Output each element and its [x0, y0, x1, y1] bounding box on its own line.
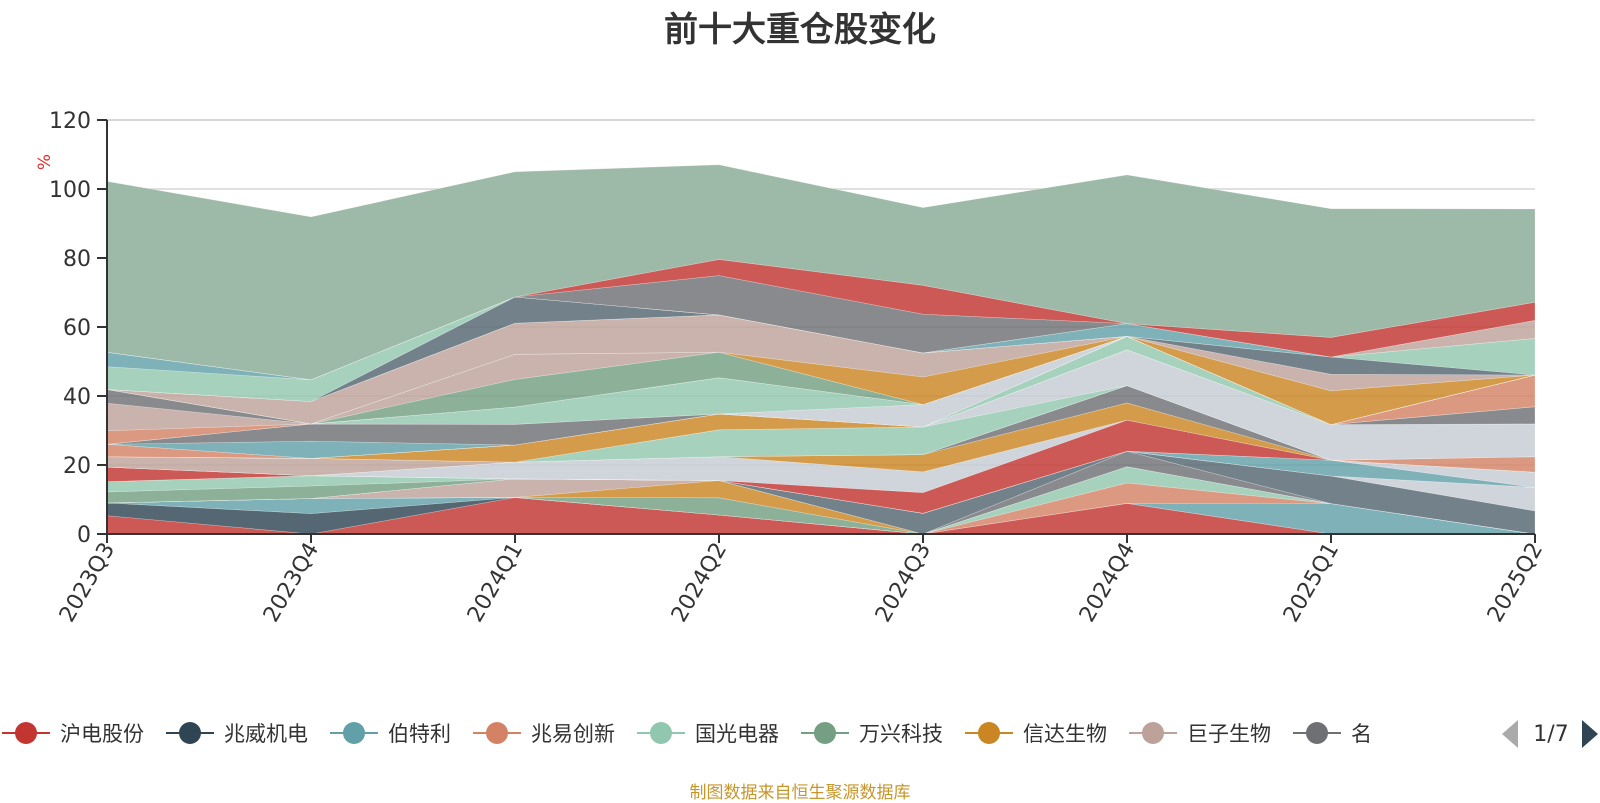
legend-prev-page-icon[interactable]	[1502, 720, 1518, 748]
y-tick-label: 60	[63, 316, 91, 341]
series-area-45	[106, 259, 1536, 381]
legend-circle-marker	[179, 722, 201, 744]
legend-item[interactable]: 国光电器	[637, 722, 779, 746]
y-tick-label: 40	[63, 385, 91, 410]
x-tick-label: 2023Q4	[259, 539, 324, 627]
x-tick-label: 2023Q3	[55, 539, 120, 627]
series-area-24	[106, 349, 1536, 459]
legend-label: 兆威机电	[224, 722, 308, 746]
legend-circle-marker	[650, 722, 672, 744]
legend-label: 巨子生物	[1187, 722, 1271, 746]
legend-next-page-icon[interactable]	[1582, 720, 1598, 748]
legend-circle-marker	[1142, 722, 1164, 744]
legend-label: 名	[1351, 722, 1372, 746]
legend-circle-marker	[814, 722, 836, 744]
legend-label: 沪电股份	[60, 722, 144, 746]
legend-label: 万兴科技	[859, 722, 943, 746]
y-axis-unit: %	[35, 154, 55, 170]
legend: 沪电股份 兆威机电 伯特利 兆易创新 国光电器 万兴科技 信达生物 巨子生物 名 1/7	[2, 720, 1598, 748]
y-tick-label: 120	[49, 109, 91, 134]
legend-circle-marker	[486, 722, 508, 744]
legend-circle-marker	[1306, 722, 1328, 744]
legend-item[interactable]: 伯特利	[330, 722, 451, 746]
x-tick-label: 2024Q4	[1075, 539, 1140, 627]
x-tick-label: 2024Q1	[463, 539, 528, 627]
legend-items: 沪电股份 兆威机电 伯特利 兆易创新 国光电器 万兴科技 信达生物 巨子生物 名	[2, 722, 1372, 746]
legend-page-indicator: 1/7	[1533, 722, 1568, 747]
y-tick-label: 100	[49, 178, 91, 203]
y-tick-label: 0	[77, 523, 91, 548]
legend-item[interactable]: 名	[1293, 722, 1372, 746]
legend-item[interactable]: 兆易创新	[473, 722, 615, 746]
plot-area	[106, 164, 1536, 535]
x-tick-label: 2024Q2	[667, 539, 732, 627]
legend-label: 伯特利	[388, 722, 451, 746]
legend-item[interactable]: 万兴科技	[801, 722, 943, 746]
x-tick-label: 2024Q3	[871, 539, 936, 627]
series-area-43	[106, 296, 1536, 381]
x-tick-label: 2025Q2	[1483, 539, 1548, 627]
y-tick-label: 80	[63, 247, 91, 272]
legend-item[interactable]: 巨子生物	[1129, 722, 1271, 746]
legend-label: 信达生物	[1023, 722, 1107, 746]
legend-item[interactable]: 信达生物	[965, 722, 1107, 746]
legend-circle-marker	[343, 722, 365, 744]
x-tick-label: 2025Q1	[1279, 539, 1344, 627]
legend-circle-marker	[978, 722, 1000, 744]
source-note: 制图数据来自恒生聚源数据库	[689, 783, 911, 803]
chart-title: 前十大重仓股变化	[664, 10, 936, 50]
legend-label: 兆易创新	[531, 722, 615, 746]
legend-item[interactable]: 兆威机电	[166, 722, 308, 746]
y-tick-label: 20	[63, 454, 91, 479]
legend-circle-marker	[15, 722, 37, 744]
series-area-46	[106, 164, 1536, 381]
legend-item[interactable]: 沪电股份	[2, 722, 144, 746]
legend-label: 国光电器	[695, 722, 779, 746]
